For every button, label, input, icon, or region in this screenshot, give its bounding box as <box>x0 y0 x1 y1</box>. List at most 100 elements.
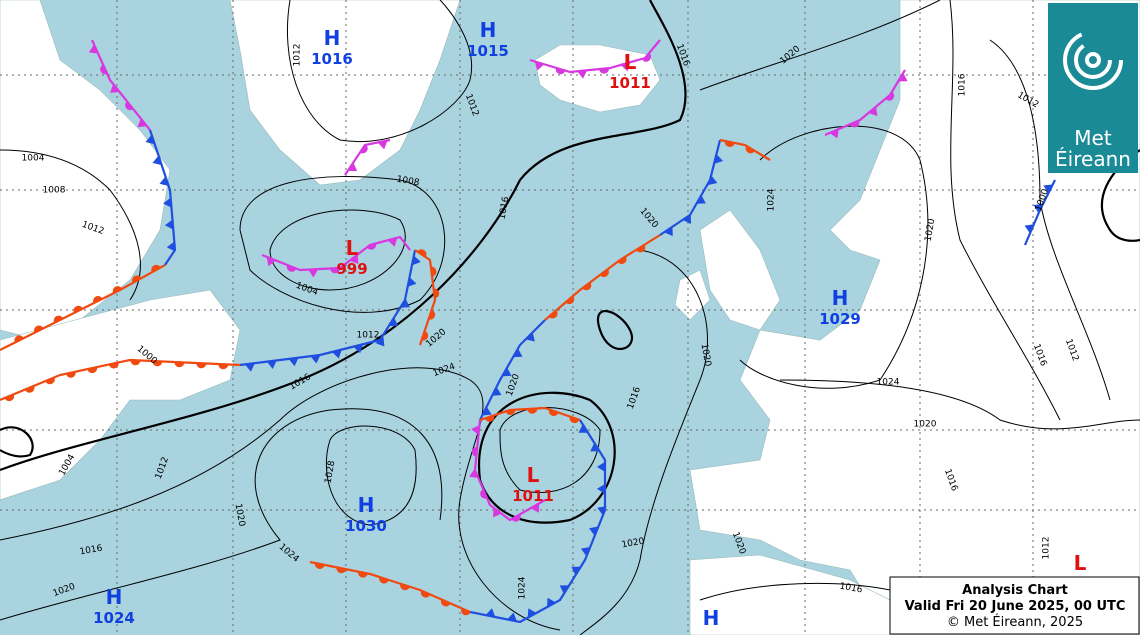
isobar-label: 1008 <box>43 186 66 196</box>
front-symbol <box>829 129 839 139</box>
front-marker <box>145 134 155 145</box>
front-symbol <box>375 337 385 347</box>
front-symbol <box>461 608 471 616</box>
front-symbol <box>137 118 147 128</box>
front-marker <box>724 140 735 147</box>
centre-value: 1011 <box>609 74 651 92</box>
front-symbol <box>505 409 516 415</box>
front-symbol <box>286 264 297 272</box>
front-symbol <box>708 175 718 186</box>
front-marker <box>218 364 229 370</box>
isobar-label: 1020 <box>699 343 713 368</box>
front-marker <box>617 256 627 264</box>
centre-letter: L <box>1074 551 1087 575</box>
isobar <box>949 0 1061 421</box>
front-symbol <box>125 101 134 111</box>
front-marker <box>332 349 342 359</box>
caption-box <box>889 576 1140 635</box>
isobar <box>579 249 708 635</box>
front-symbol <box>597 506 607 516</box>
front-symbol <box>151 264 161 273</box>
front-marker <box>829 129 839 139</box>
front-marker <box>868 106 878 116</box>
front-symbol <box>1024 224 1034 234</box>
front-symbol <box>336 567 347 574</box>
front-symbol <box>330 267 341 274</box>
front-symbol <box>440 599 451 607</box>
front-marker <box>34 325 44 333</box>
front-symbol <box>359 144 368 154</box>
front-marker <box>266 360 277 369</box>
front-symbol <box>696 195 706 204</box>
logo-text: Met <box>1074 126 1112 150</box>
front-marker <box>286 264 297 272</box>
front-marker <box>112 286 123 294</box>
centre-letter: L <box>346 236 359 260</box>
front-symbol <box>152 155 162 166</box>
isobar-label: 1016 <box>79 544 104 558</box>
front-marker <box>492 386 502 396</box>
front-symbol <box>266 360 277 369</box>
front-marker <box>100 64 108 75</box>
front-marker <box>14 335 24 343</box>
front-marker <box>87 367 98 374</box>
front-symbol <box>332 349 342 359</box>
front-marker <box>166 241 176 252</box>
front-marker <box>471 424 480 435</box>
isobar <box>0 367 561 631</box>
isobar-label: 1016 <box>498 196 512 221</box>
isobar <box>989 39 1111 401</box>
isobar <box>779 379 1140 430</box>
front-marker <box>151 264 161 273</box>
front-symbol <box>642 52 651 62</box>
front-symbol <box>93 295 103 304</box>
front-marker <box>375 337 385 347</box>
front-marker <box>400 298 410 308</box>
front-marker <box>642 52 651 62</box>
isobar <box>0 426 34 458</box>
front-symbol <box>353 344 364 354</box>
caption-copyright: © Met Éireann, 2025 <box>947 614 1083 630</box>
front-warm <box>414 249 437 346</box>
front-marker <box>132 275 142 283</box>
front-symbol <box>569 416 580 424</box>
centre-value: 1011 <box>512 487 554 505</box>
front-warm <box>544 234 661 321</box>
front-marker <box>582 282 592 291</box>
front-marker <box>379 576 389 584</box>
front-marker <box>745 145 755 154</box>
front-symbol <box>580 546 591 557</box>
spiral-ring <box>1085 52 1101 68</box>
front-marker <box>505 409 516 415</box>
front-marker <box>525 332 535 342</box>
front-marker <box>359 144 368 154</box>
centre-letter: L <box>527 463 540 487</box>
front-symbol <box>578 424 588 433</box>
front-marker <box>159 176 169 186</box>
front-symbol <box>480 489 488 499</box>
front-marker <box>555 67 566 75</box>
front-marker <box>547 597 556 608</box>
isobar <box>269 209 406 291</box>
front-marker <box>310 354 321 364</box>
front-cold <box>469 419 607 624</box>
front-marker <box>440 599 451 607</box>
front-marker <box>696 195 706 204</box>
front-marker <box>73 305 83 314</box>
front-marker <box>1043 184 1053 194</box>
front-symbol <box>65 371 76 378</box>
front-marker <box>421 330 429 341</box>
front-marker <box>714 154 724 164</box>
front-symbol <box>724 140 735 147</box>
front-marker <box>569 416 580 424</box>
caption-title: Analysis Chart <box>962 583 1068 598</box>
front-occluded <box>473 419 546 522</box>
isobar-label: 1008 <box>396 175 421 189</box>
front-symbol <box>377 140 388 150</box>
centre-value: 1030 <box>345 517 387 535</box>
front-symbol <box>471 446 478 457</box>
isobar <box>286 0 473 142</box>
front-symbol <box>525 332 535 342</box>
front-symbol <box>110 84 120 93</box>
